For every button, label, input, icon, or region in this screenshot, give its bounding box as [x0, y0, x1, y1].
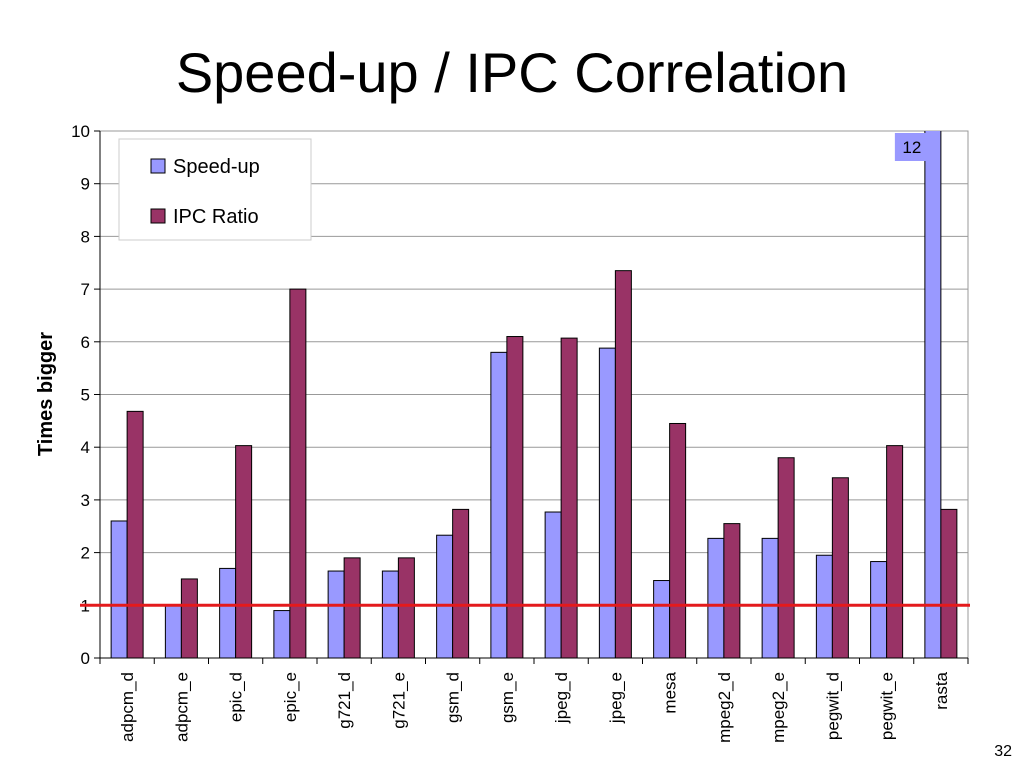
y-tick-label: 6: [81, 333, 90, 352]
y-tick-label: 9: [81, 175, 90, 194]
bar: [777, 457, 795, 658]
bar: [273, 610, 291, 658]
bar: [110, 520, 128, 658]
y-axis-label: Times bigger: [35, 332, 57, 456]
x-tick-label: mpeg2_d: [715, 672, 734, 743]
x-tick-label: g721_d: [335, 672, 354, 729]
y-tick-label: 4: [81, 438, 90, 457]
x-tick-label: mesa: [661, 671, 680, 713]
bar: [219, 567, 237, 658]
bar: [870, 561, 888, 658]
bar: [235, 445, 253, 658]
bar: [831, 477, 849, 658]
legend-label: Speed-up: [173, 156, 260, 178]
bar: [653, 580, 671, 658]
bar: [289, 288, 307, 658]
x-tick-label: pegwit_d: [823, 672, 842, 740]
x-tick-label: g721_e: [389, 672, 408, 729]
bar: [723, 523, 741, 658]
bar: [452, 508, 470, 658]
bar: [544, 511, 562, 658]
bar: [126, 410, 144, 658]
legend-label: IPC Ratio: [173, 206, 259, 228]
x-tick-label: gsm_d: [444, 672, 463, 723]
bar: [164, 604, 182, 658]
x-tick-label: adpcm_d: [118, 672, 137, 742]
page-number: 32: [994, 743, 1012, 760]
y-tick-label: 8: [81, 227, 90, 246]
legend-swatch: [150, 158, 166, 174]
bar: [940, 508, 958, 658]
bar: [436, 534, 454, 658]
x-tick-label: gsm_e: [498, 672, 517, 723]
x-tick-label: mpeg2_e: [769, 672, 788, 743]
y-tick-label: 10: [71, 122, 90, 141]
bar: [669, 422, 687, 658]
bar: [598, 347, 616, 658]
bar: [924, 131, 942, 658]
x-tick-label: jpeg_d: [552, 672, 571, 724]
data-label: 12: [902, 138, 921, 157]
bar: [343, 557, 361, 658]
y-tick-label: 0: [81, 649, 90, 668]
x-tick-label: jpeg_e: [606, 672, 625, 724]
bar: [397, 557, 415, 658]
bar: [707, 537, 725, 658]
x-tick-label: epic_e: [281, 672, 300, 722]
x-tick-label: pegwit_e: [878, 672, 897, 740]
bar: [327, 570, 345, 658]
data-label-bg: [894, 133, 929, 161]
bar: [614, 270, 632, 658]
bar: [490, 351, 508, 658]
bar: [381, 570, 399, 658]
y-tick-label: 3: [81, 491, 90, 510]
chart-title: Speed-up / IPC Correlation: [176, 41, 848, 104]
x-tick-label: adpcm_e: [172, 672, 191, 742]
x-tick-label: epic_d: [227, 672, 246, 722]
y-tick-label: 2: [81, 544, 90, 563]
x-tick-label: rasta: [932, 671, 951, 709]
bars: [110, 131, 958, 658]
y-tick-label: 7: [81, 280, 90, 299]
bar: [560, 337, 578, 658]
bar: [506, 336, 524, 658]
bar: [180, 578, 198, 658]
legend-swatch: [150, 208, 166, 224]
bar: [761, 537, 779, 658]
y-tick-label: 5: [81, 386, 90, 405]
bar: [886, 445, 904, 658]
